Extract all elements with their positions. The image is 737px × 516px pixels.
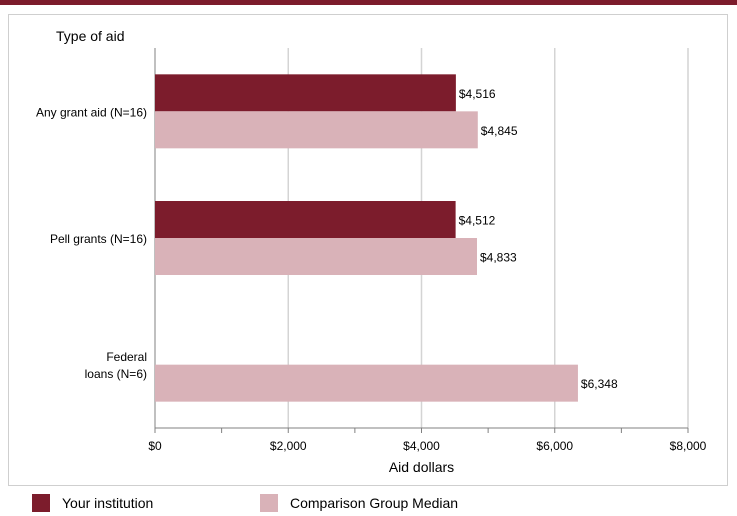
- bar-value-label: $6,348: [581, 377, 618, 391]
- bar-chart: $0 $2,000 $4,000 $6,000 $8,000 Aid dollars Any…: [36, 48, 707, 475]
- bar-your-institution: [155, 74, 456, 112]
- x-tick-label: $0: [148, 439, 162, 453]
- legend-item-your-institution: Your institution: [32, 494, 153, 512]
- bar-value-label: $4,512: [459, 214, 496, 228]
- bar-value-label: $4,845: [481, 124, 518, 138]
- bar-your-institution: [155, 201, 456, 238]
- bar-comparison-median: [155, 364, 578, 402]
- category-label: Any grant aid (N=16): [36, 105, 147, 119]
- y-axis-title: Type of aid: [56, 28, 125, 44]
- legend-swatch-your-institution: [32, 494, 50, 512]
- bar-value-label: $4,516: [459, 87, 496, 101]
- x-tick-label: $2,000: [270, 439, 307, 453]
- legend-item-comparison-median: Comparison Group Median: [260, 494, 458, 512]
- category-label: Federal: [106, 350, 147, 364]
- legend: Your institution Comparison Group Median: [0, 488, 737, 516]
- bar-comparison-median: [155, 238, 477, 275]
- x-tick-label: $6,000: [536, 439, 573, 453]
- top-rule: [0, 0, 737, 5]
- category-label: loans (N=6): [85, 367, 147, 381]
- bar-value-label: $4,833: [480, 251, 517, 265]
- legend-label-comparison-median: Comparison Group Median: [290, 495, 459, 511]
- x-tick-label: $4,000: [403, 439, 440, 453]
- category-label: Pell grants (N=16): [50, 232, 147, 246]
- bar-comparison-median: [155, 111, 478, 149]
- x-tick-label: $8,000: [670, 439, 707, 453]
- x-axis-title: Aid dollars: [389, 459, 454, 475]
- legend-swatch-comparison-median: [260, 494, 278, 512]
- legend-label-your-institution: Your institution: [62, 495, 154, 511]
